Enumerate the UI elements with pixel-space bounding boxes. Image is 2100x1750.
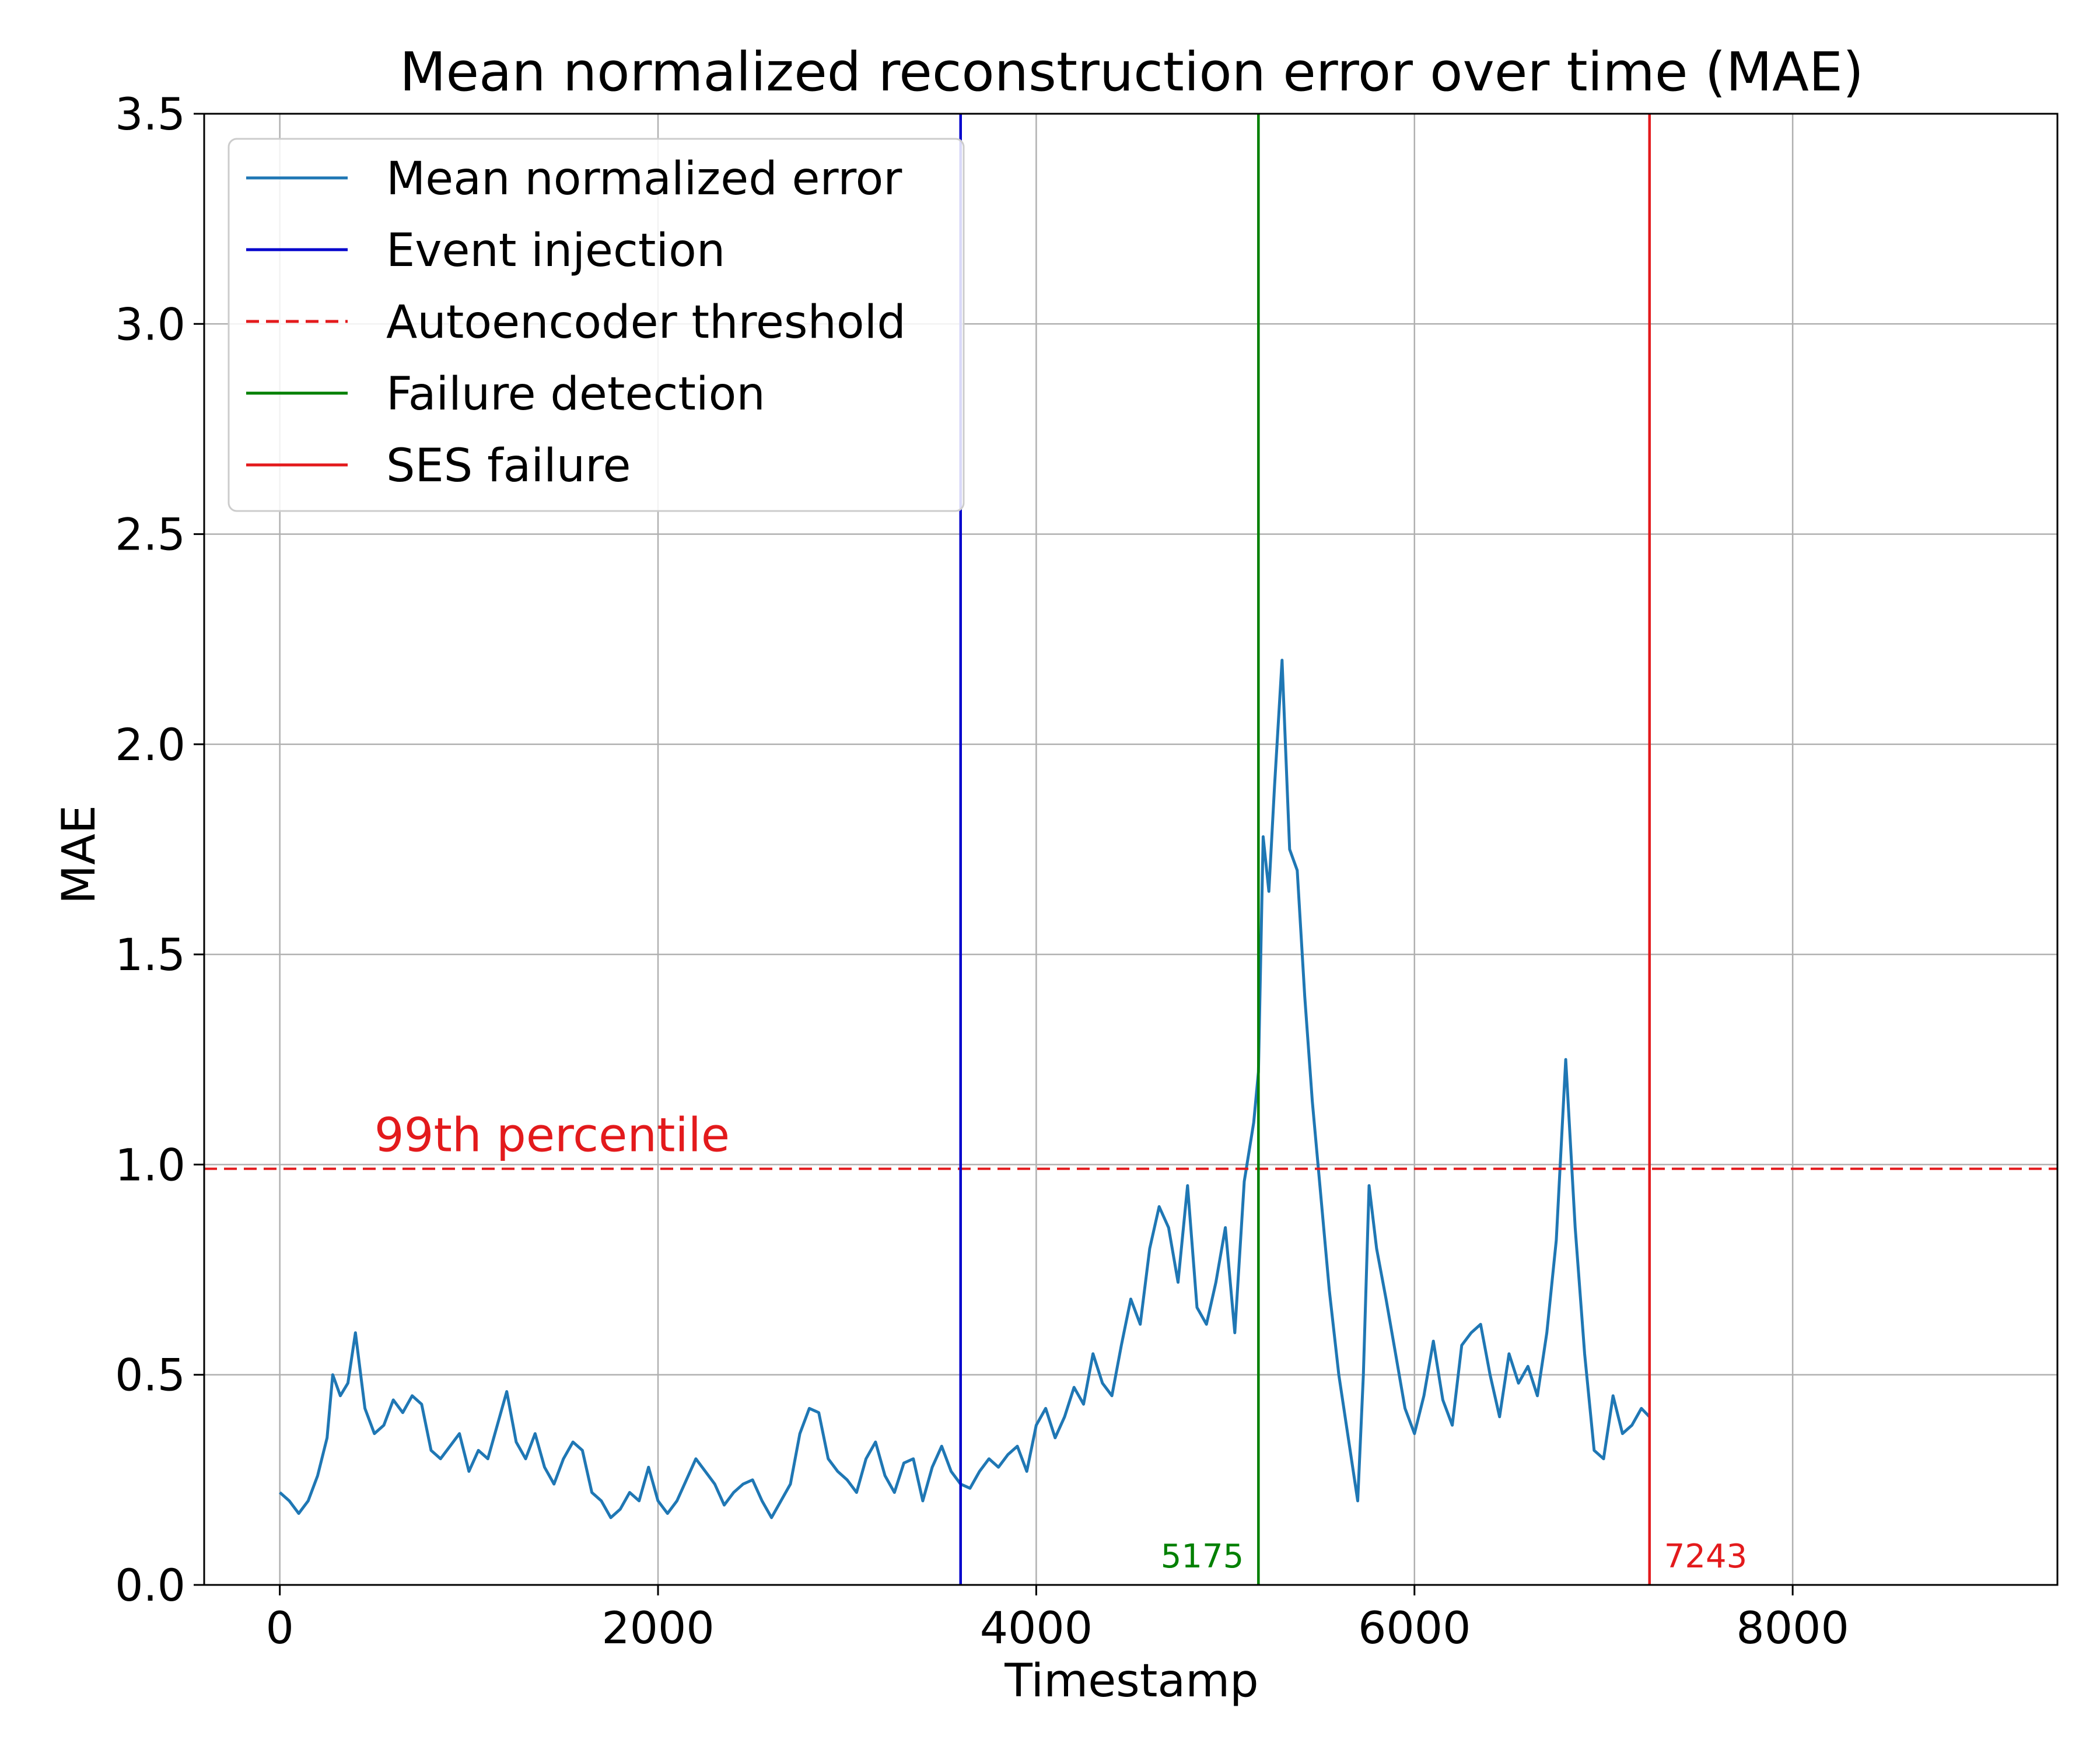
y-axis-ticks: 0.0 0.5 1.0 1.5 2.0 2.5 3.0 3.5 <box>115 88 204 1611</box>
legend-label: Autoencoder threshold <box>386 296 906 349</box>
legend: Mean normalized error Event injection Auto… <box>228 138 965 512</box>
grid <box>204 113 2057 1586</box>
y-axis-label: MAE <box>53 805 106 904</box>
x-axis-ticks: 0 2000 4000 6000 8000 <box>265 1585 1849 1654</box>
y-tick-label: 2.5 <box>115 509 186 561</box>
x-tick-label: 6000 <box>1358 1602 1471 1654</box>
threshold-annotation: 99th percentile <box>374 1108 730 1163</box>
vertical-marker-label: 5175 <box>1161 1538 1244 1576</box>
x-tick-label: 4000 <box>980 1602 1093 1654</box>
y-tick-label: 0.0 <box>115 1559 186 1611</box>
chart-title: Mean normalized reconstruction error ove… <box>400 41 1864 103</box>
y-tick-label: 0.5 <box>115 1349 186 1401</box>
x-tick-label: 2000 <box>601 1602 714 1654</box>
axes-frame <box>203 113 2059 1586</box>
y-tick-label: 3.0 <box>115 298 186 350</box>
series-line <box>279 659 1651 1520</box>
vertical-marker-label: 7243 <box>1664 1538 1748 1576</box>
plot-area <box>279 659 1651 1520</box>
x-tick-label: 8000 <box>1736 1602 1849 1654</box>
legend-label: SES failure <box>386 440 631 492</box>
y-tick-label: 2.0 <box>115 719 186 771</box>
legend-label: Failure detection <box>386 368 765 421</box>
y-tick-label: 1.0 <box>115 1139 186 1191</box>
y-tick-label: 1.5 <box>115 929 186 981</box>
y-tick-label: 3.5 <box>115 88 186 140</box>
x-tick-label: 0 <box>265 1602 293 1654</box>
legend-label: Mean normalized error <box>386 153 902 205</box>
x-axis-label: Timestamp <box>1004 1655 1258 1707</box>
legend-label: Event injection <box>386 225 725 277</box>
legend-box <box>228 138 965 512</box>
